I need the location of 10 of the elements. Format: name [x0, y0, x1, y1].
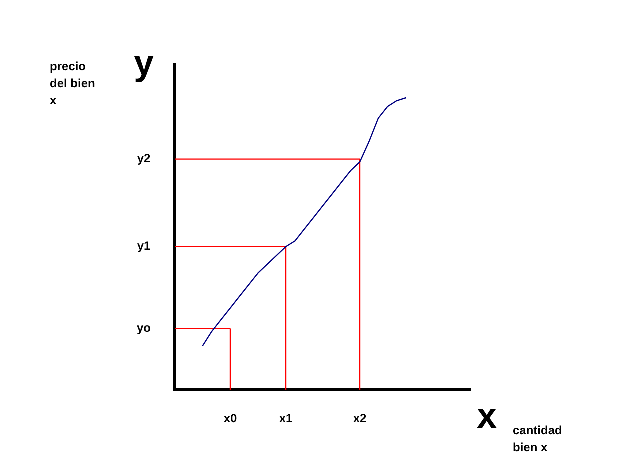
x-axis-title: cantidad bien x	[513, 423, 562, 454]
ref-line-label: y1	[137, 239, 151, 254]
ref-line-label: y2	[137, 152, 151, 166]
text: y	[134, 42, 154, 83]
ref-line-label: yo	[136, 320, 152, 335]
x-tick-label: x2	[353, 412, 367, 426]
x-tick-label: x1	[279, 412, 293, 426]
x-tick-label: x0	[224, 412, 238, 426]
text: x	[476, 395, 498, 436]
text: precio del bien x	[50, 59, 96, 108]
